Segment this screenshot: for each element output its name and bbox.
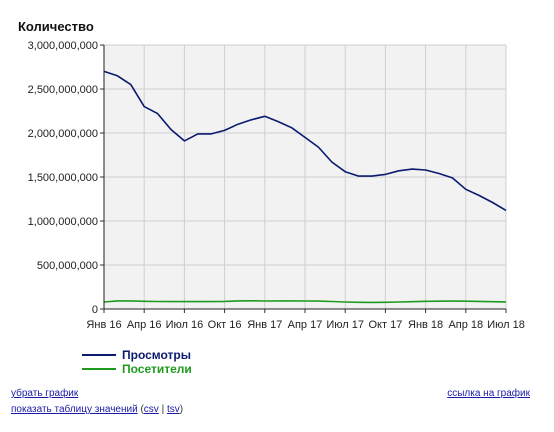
y-tick-label: 2,000,000,000 [28, 128, 98, 140]
legend-label-visitors: Посетители [122, 362, 192, 376]
show-table-line: показать таблицу значений (csv | tsv) [11, 404, 183, 415]
legend-swatch-visitors [82, 368, 116, 370]
separator: | [161, 404, 165, 415]
y-axis-ticks: 0 500,000,000 1,000,000,000 1,500,000,000 2,… [28, 40, 104, 316]
legend-swatch-views [82, 354, 116, 356]
hide-chart-link[interactable]: убрать график [11, 388, 79, 399]
x-tick-label: Апр 17 [288, 319, 323, 331]
y-tick-label: 3,000,000,000 [28, 40, 98, 52]
series-lines [103, 70, 507, 304]
y-tick-label: 1,500,000,000 [28, 172, 98, 184]
y-tick-label: 2,500,000,000 [28, 84, 98, 96]
x-tick-label: Апр 16 [127, 319, 162, 331]
chart-svg: Количество 0 500,000,000 1,000,000,000 1,50… [18, 19, 525, 331]
x-tick-label: Янв 17 [247, 319, 282, 331]
legend-label-views: Просмотры [122, 348, 192, 362]
open-paren: ( [140, 404, 144, 415]
show-table-link[interactable]: показать таблицу значений [11, 404, 138, 415]
x-tick-label: Янв 16 [86, 319, 121, 331]
x-tick-label: Июл 16 [166, 319, 204, 331]
x-tick-label: Янв 18 [408, 319, 443, 331]
chart-permalink-link[interactable]: ссылка на график [447, 388, 530, 399]
x-tick-label: Окт 16 [208, 319, 242, 331]
series-line-visitors [103, 299, 507, 304]
x-tick-label: Окт 17 [368, 319, 402, 331]
csv-link[interactable]: csv [143, 404, 159, 415]
y-tick-label: 0 [92, 304, 98, 316]
x-tick-label: Апр 18 [448, 319, 483, 331]
x-axis-ticks: Янв 16 Апр 16 Июл 16 Окт 16 Янв 17 Апр 17 Июл … [86, 309, 525, 331]
legend: Просмотры Посетители [82, 348, 192, 376]
y-axis-title: Количество [18, 19, 94, 34]
series-line-views [103, 70, 507, 212]
x-tick-label: Июл 17 [326, 319, 364, 331]
legend-item-views: Просмотры [82, 348, 192, 362]
y-tick-label: 500,000,000 [37, 260, 98, 272]
close-paren: ) [179, 404, 184, 415]
legend-item-visitors: Посетители [82, 362, 192, 376]
x-tick-label: Июл 18 [487, 319, 525, 331]
y-tick-label: 1,000,000,000 [28, 216, 98, 228]
tsv-link[interactable]: tsv [166, 404, 180, 415]
